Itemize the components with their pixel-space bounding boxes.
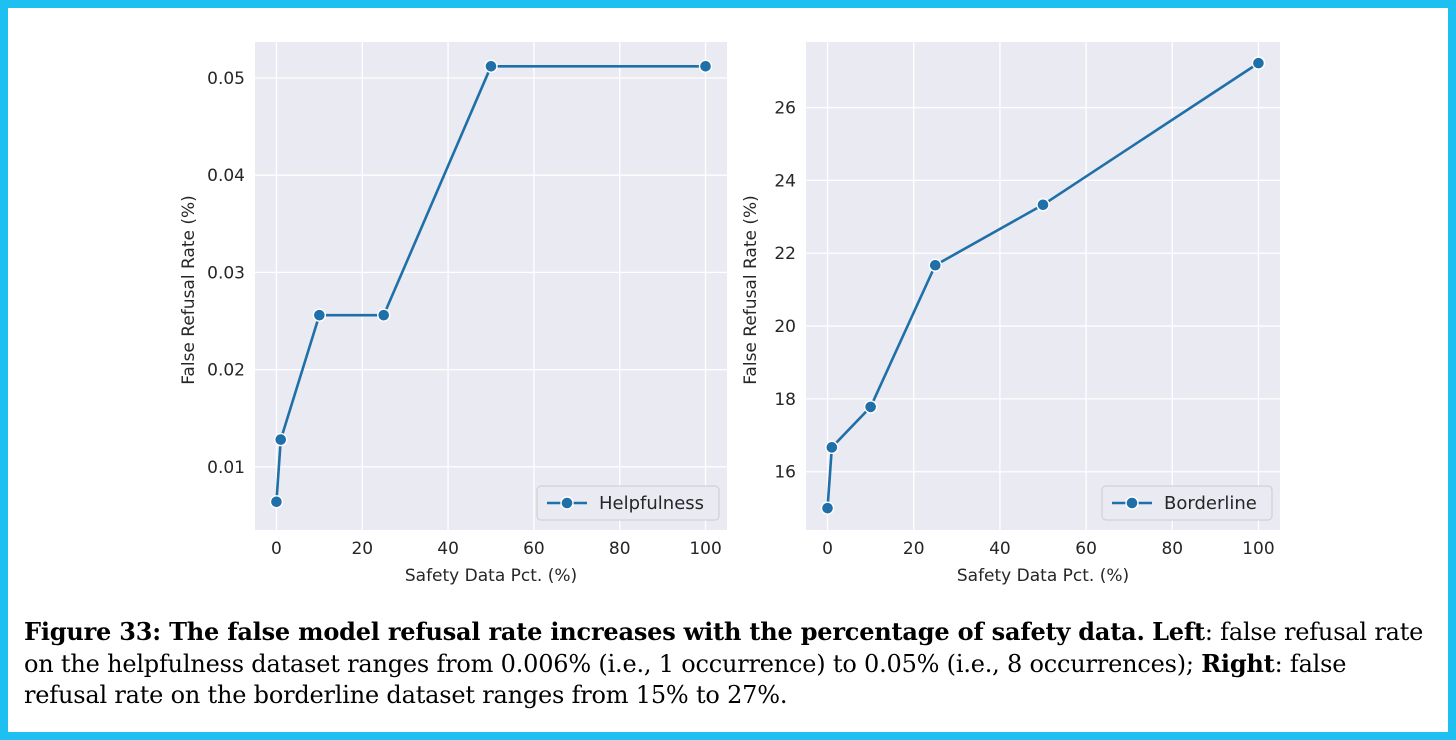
caption-label: Figure 33: The false model refusal rate …: [24, 617, 1145, 646]
right-legend-marker: [1125, 496, 1139, 510]
left-x-axis-label: Safety Data Pct. (%): [405, 566, 577, 586]
figure-caption: Figure 33: The false model refusal rate …: [24, 616, 1436, 711]
right-data-point: [863, 400, 878, 414]
right-y-axis-label: False Refusal Rate (%): [741, 195, 761, 385]
right-data-point: [1251, 56, 1266, 70]
caption-left-label: Left: [1152, 617, 1205, 646]
right-y-tick-label: 18: [774, 390, 796, 410]
right-data-point: [825, 440, 839, 455]
left-x-tick-label: 40: [437, 539, 459, 559]
right-series-line: [826, 62, 1260, 509]
right-x-tick-label: 0: [822, 539, 833, 559]
figure-charts: 0 20 40 60 80 100 0.01 0.02 0.03 0.04 0.05 Safety D…: [179, 42, 1280, 586]
right-y-tick-label: 22: [774, 244, 796, 264]
figure-frame: 0 20 40 60 80 100 0.01 0.02 0.03 0.04 0.05 Safety D…: [8, 8, 1448, 732]
right-data-point: [928, 258, 942, 272]
left-legend-marker: [560, 496, 574, 510]
left-x-tick-label: 20: [351, 539, 373, 559]
caption-left-text: : false refusal rate on the helpfulness …: [24, 618, 1424, 678]
left-data-point: [377, 308, 391, 322]
right-legend-label: Borderline: [1164, 493, 1257, 514]
left-y-tick-label: 0.01: [207, 458, 245, 478]
left-y-axis-label: False Refusal Rate (%): [179, 195, 199, 385]
left-y-tick-label: 0.04: [207, 166, 245, 186]
left-x-tick-label: 0: [271, 539, 282, 559]
left-x-tick-label: 80: [609, 539, 631, 559]
right-y-tick-label: 16: [774, 463, 796, 483]
right-x-tick-label: 80: [1161, 539, 1183, 559]
left-x-tick-label: 60: [523, 539, 545, 559]
right-x-tick-label: 20: [903, 539, 925, 559]
right-y-tick-label: 24: [774, 171, 796, 191]
left-legend-label: Helpfulness: [599, 493, 704, 514]
left-y-tick-label: 0.02: [207, 361, 245, 381]
right-legend: Borderline: [1101, 485, 1273, 521]
left-legend-box: [536, 485, 720, 521]
right-data-point: [1036, 198, 1050, 212]
left-data-point: [484, 59, 498, 74]
left-data-point: [269, 495, 284, 509]
left-data-point: [698, 59, 713, 74]
left-y-tick-label: 0.05: [207, 69, 245, 89]
right-x-tick-label: 60: [1075, 539, 1097, 559]
left-y-tick-label: 0.03: [207, 263, 245, 283]
left-data-point: [312, 308, 327, 322]
right-data-point: [820, 501, 835, 515]
caption-right-text: : false refusal rate on the borderline d…: [24, 650, 1347, 709]
right-y-tick-label: 20: [774, 317, 796, 337]
caption-right-label: Right: [1201, 649, 1275, 678]
left-chart: 0 20 40 60 80 100 0.01 0.02 0.03 0.04 0.05 Safety D…: [179, 42, 727, 586]
left-legend: Helpfulness: [536, 485, 720, 521]
right-plot-area: [806, 42, 1280, 530]
left-data-point: [274, 432, 288, 447]
right-x-tick-label: 100: [1242, 539, 1274, 559]
right-chart: 0 20 40 60 80 100 16 18 20 22 24 26 Safety Data Pct.…: [741, 42, 1280, 586]
left-x-tick-label: 100: [689, 539, 721, 559]
left-plot-area: [255, 42, 727, 530]
right-x-tick-label: 40: [989, 539, 1011, 559]
right-x-axis-label: Safety Data Pct. (%): [957, 566, 1129, 586]
left-series-line: [275, 65, 706, 502]
right-y-tick-label: 26: [774, 99, 796, 119]
right-legend-box: [1101, 485, 1273, 521]
